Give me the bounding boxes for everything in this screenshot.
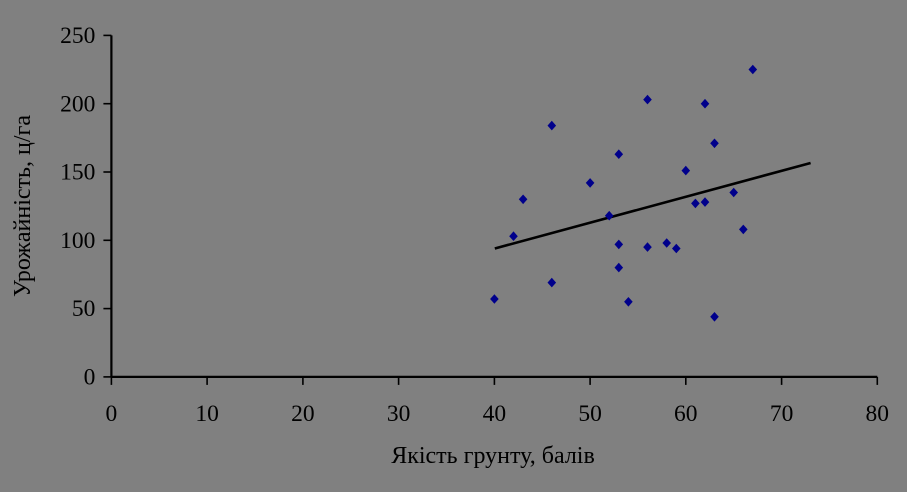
svg-text:0: 0: [106, 401, 118, 427]
svg-text:250: 250: [60, 23, 95, 49]
svg-text:60: 60: [674, 401, 698, 427]
svg-text:70: 70: [770, 401, 794, 427]
svg-text:Урожайність, ц/га: Урожайність, ц/га: [10, 115, 36, 297]
svg-text:30: 30: [387, 401, 411, 427]
svg-text:10: 10: [195, 401, 219, 427]
svg-text:Якість грунту, балів: Якість грунту, балів: [391, 443, 595, 469]
svg-text:50: 50: [578, 401, 602, 427]
svg-text:100: 100: [60, 228, 95, 254]
svg-text:150: 150: [60, 160, 95, 186]
svg-text:200: 200: [60, 91, 95, 117]
svg-text:50: 50: [72, 296, 96, 322]
svg-text:40: 40: [483, 401, 507, 427]
svg-text:80: 80: [866, 401, 890, 427]
svg-text:0: 0: [84, 365, 96, 391]
svg-text:20: 20: [291, 401, 315, 427]
